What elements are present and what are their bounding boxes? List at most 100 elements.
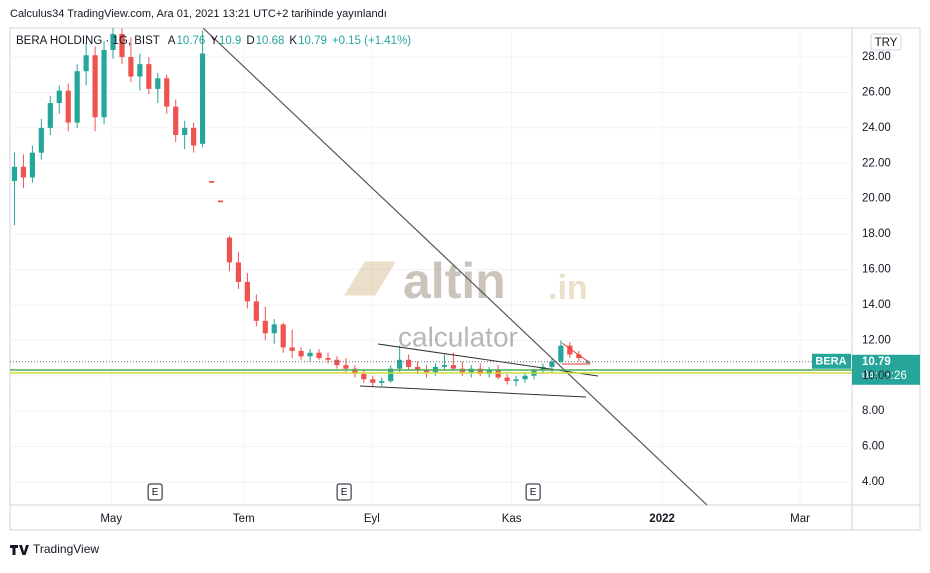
ohlc-letter: Y <box>210 35 218 47</box>
x-tick-label: May <box>100 513 122 525</box>
y-tick-label: 26.00 <box>862 86 891 98</box>
candle-body <box>495 370 501 378</box>
candle-body <box>280 324 286 348</box>
watermark-suffix: .in <box>548 269 588 307</box>
candle-body <box>343 365 349 369</box>
symbol-name: BERA HOLDING · 1G, BIST <box>16 35 160 47</box>
candle-body <box>549 361 555 367</box>
currency: TRY <box>875 37 898 49</box>
y-tick-label: 14.00 <box>862 299 891 311</box>
candle-body <box>388 368 394 382</box>
candle-body <box>83 55 89 72</box>
y-tick-label: 28.00 <box>862 51 891 63</box>
candle-body <box>414 366 421 371</box>
y-tick-label: 18.00 <box>862 228 891 240</box>
earnings-label: E <box>530 487 537 498</box>
candle-body <box>406 359 412 367</box>
y-tick-label: 22.00 <box>862 157 891 169</box>
candle-body <box>110 34 116 50</box>
candle-body <box>65 90 71 123</box>
candle-body <box>325 358 331 360</box>
last-price-label: 10.79 <box>862 356 891 368</box>
candle-body <box>477 368 483 374</box>
candle-body <box>191 127 197 146</box>
candle-body <box>522 375 528 380</box>
candle-body <box>540 366 546 371</box>
x-tick-label: Kas <box>502 513 522 525</box>
ticker-box <box>812 353 851 369</box>
candle-body <box>504 377 510 382</box>
published-note: Calculus34 TradingView.com, Ara 01, 2021… <box>10 8 387 20</box>
candle-body <box>576 354 582 359</box>
candle-body <box>173 106 179 135</box>
ohlc-value: 10.9 <box>219 35 241 47</box>
candle-body <box>450 365 456 369</box>
candle-body <box>208 180 215 183</box>
x-tick-label: Tem <box>233 513 255 525</box>
candle-body <box>486 370 492 374</box>
candle-body <box>379 381 385 383</box>
candle-body <box>182 127 188 135</box>
watermark-logo <box>344 261 396 296</box>
y-tick-label: 24.00 <box>862 122 891 134</box>
candle-body <box>217 200 224 203</box>
watermark: altin .in calculator <box>344 253 588 352</box>
candle-body <box>361 373 367 380</box>
ohlc-letter: K <box>289 35 297 47</box>
x-tick-label: Mar <box>790 513 810 525</box>
candle-body <box>253 301 259 321</box>
candle-body <box>370 379 376 383</box>
candle-body <box>119 34 125 58</box>
candle-body <box>47 103 53 128</box>
candle-body <box>164 78 170 107</box>
candle-body <box>298 350 304 357</box>
y-tick-label: 12.00 <box>862 334 891 346</box>
y-tick-label: 16.00 <box>862 264 891 276</box>
ohlc-value: 10.79 <box>298 35 327 47</box>
ohlc-value: 10.68 <box>256 35 285 47</box>
candle-body <box>262 320 268 334</box>
ohlc-letter: D <box>246 35 254 47</box>
y-tick-label: 8.00 <box>862 405 884 417</box>
candle-body <box>423 370 430 373</box>
wedge-bottom <box>359 385 587 398</box>
watermark-brand: altin <box>403 253 506 309</box>
y-tick-label: 6.00 <box>862 441 884 453</box>
footer-logo: TradingView <box>10 542 99 556</box>
candle-body <box>334 359 340 366</box>
countdown: 04:03:26 <box>862 370 907 382</box>
x-tick-label: 2022 <box>649 513 675 525</box>
price-box <box>852 354 920 385</box>
candle-body <box>289 347 295 351</box>
candle-body <box>226 237 233 263</box>
candle-body <box>20 166 27 178</box>
triangle-top <box>561 342 591 364</box>
candle-body <box>101 49 107 118</box>
y-tick-label: 20.00 <box>862 193 891 205</box>
candle-body <box>352 368 358 374</box>
candle-body <box>137 64 143 77</box>
watermark-sub: calculator <box>398 321 518 352</box>
candle-body <box>244 281 250 302</box>
candle-body <box>316 352 322 359</box>
candle-body <box>567 345 573 355</box>
tv-logo <box>10 545 29 555</box>
candle-body <box>11 166 18 181</box>
earnings-marker <box>147 483 163 501</box>
ticker-label: BERA <box>815 356 846 368</box>
earnings-marker <box>336 483 352 501</box>
candle-body <box>513 379 519 382</box>
earnings-marker <box>525 483 541 501</box>
candles <box>11 28 591 387</box>
y-tick-label: 4.00 <box>862 476 884 488</box>
candle-body <box>271 324 277 334</box>
trend-line <box>202 28 708 505</box>
currency-box <box>870 33 902 51</box>
candle-body <box>307 352 313 357</box>
x-tick-label: Eyl <box>364 513 380 525</box>
earnings-label: E <box>341 487 348 498</box>
candle-body <box>146 64 152 89</box>
candle-body <box>199 53 206 144</box>
